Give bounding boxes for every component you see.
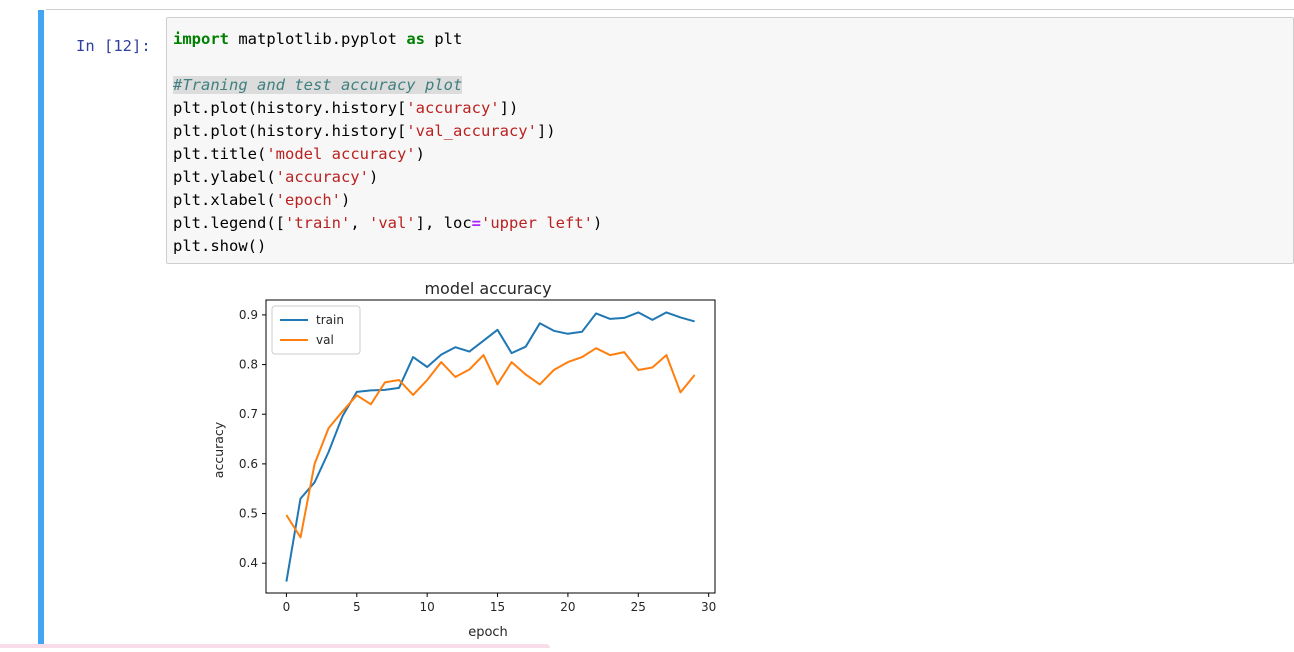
bottom-scroll-strip xyxy=(0,644,550,648)
code-line-8: plt.legend(['train', 'val'], loc='upper … xyxy=(173,214,602,232)
plot-frame xyxy=(265,299,716,594)
code-cell[interactable]: In [12]: import matplotlib.pyplot as plt… xyxy=(38,10,1294,648)
y-tick-label: 0.7 xyxy=(239,407,258,421)
plot-layer: 0 5 10 15 20 25 30 0.4 0.5 0.6 0.7 0.8 0.9 train val xyxy=(239,299,716,614)
code-string: 'model accuracy' xyxy=(266,145,416,163)
y-axis-label: accuracy xyxy=(211,421,226,478)
code-segment: plt.xlabel( xyxy=(173,191,276,209)
code-segment: plt.plot(history.history[ xyxy=(173,122,407,140)
code-segment: plt.title( xyxy=(173,145,267,163)
code-segment: ], loc xyxy=(415,214,472,232)
keyword-as: as xyxy=(406,30,425,48)
x-tick-label: 20 xyxy=(560,600,575,614)
y-tick-label: 0.5 xyxy=(239,507,258,521)
code-segment: ]) xyxy=(536,122,556,140)
code-line-9: plt.show() xyxy=(173,237,267,255)
code-segment: ) xyxy=(368,168,379,186)
series-line-train xyxy=(285,311,695,582)
code-line-6: plt.ylabel('accuracy') xyxy=(173,168,378,186)
code-segment: , xyxy=(350,214,369,232)
x-tick-label: 10 xyxy=(420,600,435,614)
accuracy-chart-svg: model accuracy accuracy epoch 0 5 10 15 20 25… xyxy=(211,279,716,640)
code-line-1: import matplotlib.pyplot as plt xyxy=(173,30,462,48)
y-tick-label: 0.6 xyxy=(239,457,258,471)
legend-label-train: train xyxy=(316,313,344,327)
alias-name: plt xyxy=(424,30,463,48)
notebook-top-divider xyxy=(46,9,1294,10)
code-segment: ]) xyxy=(499,99,519,117)
y-tick-label: 0.4 xyxy=(239,556,258,570)
code-segment: ) xyxy=(340,191,351,209)
y-tick-label: 0.9 xyxy=(239,308,258,322)
module-name: matplotlib.pyplot xyxy=(229,30,407,48)
x-tick-label: 25 xyxy=(631,600,646,614)
code-string: 'accuracy' xyxy=(275,168,369,186)
code-segment: plt.legend([ xyxy=(173,214,285,232)
x-tick-label: 0 xyxy=(283,600,291,614)
code-line-4: plt.plot(history.history['val_accuracy']… xyxy=(173,122,556,140)
code-segment: ) xyxy=(415,145,425,163)
cell-selection-bar xyxy=(38,10,44,648)
chart-title: model accuracy xyxy=(424,279,551,298)
code-string: 'upper left' xyxy=(481,214,593,232)
code-segment: plt.ylabel( xyxy=(173,168,276,186)
x-tick-label: 15 xyxy=(490,600,505,614)
legend-box xyxy=(271,305,361,355)
code-segment: plt.plot(history.history[ xyxy=(173,99,407,117)
code-text[interactable]: import matplotlib.pyplot as plt #Traning… xyxy=(173,28,602,258)
code-string: 'epoch' xyxy=(275,191,341,209)
output-chart: model accuracy accuracy epoch 0 5 10 15 20 25… xyxy=(163,265,733,648)
code-string: 'val_accuracy' xyxy=(406,122,537,140)
x-axis-label: epoch xyxy=(468,625,508,640)
code-comment: #Traning and test accuracy plot xyxy=(173,76,463,94)
x-tick-label: 30 xyxy=(701,600,716,614)
input-prompt: In [12]: xyxy=(76,37,151,55)
keyword-import: import xyxy=(173,30,229,48)
code-line-7: plt.xlabel('epoch') xyxy=(173,191,350,209)
code-editor[interactable]: import matplotlib.pyplot as plt #Traning… xyxy=(166,17,1294,264)
code-string: 'val' xyxy=(368,214,416,232)
code-segment: ) xyxy=(592,214,603,232)
code-string: 'accuracy' xyxy=(406,99,500,117)
code-line-3: plt.plot(history.history['accuracy']) xyxy=(173,99,518,117)
legend-label-val: val xyxy=(316,333,334,347)
code-operator: = xyxy=(471,214,481,232)
x-tick-label: 5 xyxy=(353,600,361,614)
y-tick-label: 0.8 xyxy=(239,358,258,372)
series-line-val xyxy=(285,347,696,539)
code-string: 'train' xyxy=(284,214,351,232)
code-line-5: plt.title('model accuracy') xyxy=(173,145,425,163)
